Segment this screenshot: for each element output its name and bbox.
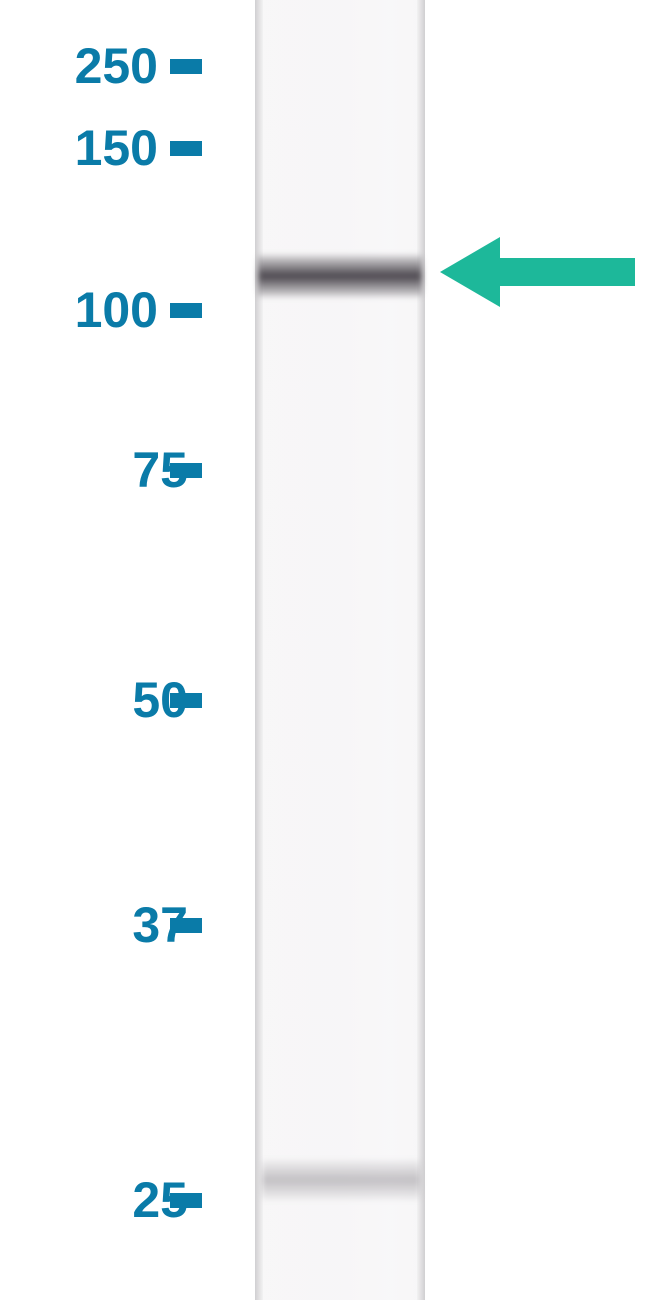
marker-dash-150 <box>170 141 202 156</box>
gel-lane <box>255 0 425 1300</box>
marker-label-100: 100 <box>48 281 158 339</box>
western-blot-figure: 25015010075503725 <box>0 0 650 1300</box>
marker-dash-100 <box>170 303 202 318</box>
marker-dash-37 <box>170 918 202 933</box>
protein-band-1 <box>262 1160 420 1200</box>
marker-dash-250 <box>170 59 202 74</box>
arrow-body <box>500 258 635 286</box>
lane-edge-left <box>255 0 263 1300</box>
lane-edge-right <box>417 0 425 1300</box>
arrow-head-icon <box>440 237 500 307</box>
marker-label-150: 150 <box>48 119 158 177</box>
marker-dash-25 <box>170 1193 202 1208</box>
marker-dash-50 <box>170 693 202 708</box>
marker-dash-75 <box>170 463 202 478</box>
marker-label-250: 250 <box>48 37 158 95</box>
protein-band-0 <box>258 255 422 297</box>
indicator-arrow <box>440 237 635 307</box>
